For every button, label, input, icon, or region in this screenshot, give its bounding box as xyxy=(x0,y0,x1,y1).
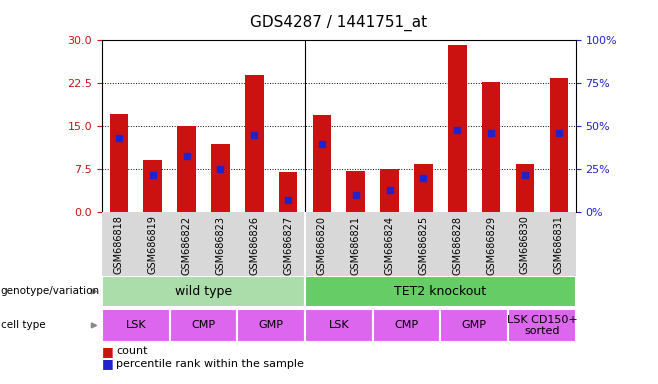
Bar xyxy=(110,114,128,212)
Bar xyxy=(482,82,501,212)
Bar xyxy=(508,309,576,342)
Bar xyxy=(143,160,162,212)
Bar xyxy=(177,126,196,212)
Point xyxy=(384,187,395,193)
Text: GMP: GMP xyxy=(259,320,284,331)
Text: count: count xyxy=(116,346,148,356)
Point xyxy=(147,171,158,177)
Text: GSM686831: GSM686831 xyxy=(554,215,564,275)
Text: ■: ■ xyxy=(102,358,114,371)
Point xyxy=(114,135,124,141)
Bar xyxy=(516,164,534,212)
Bar xyxy=(347,171,365,212)
Text: LSK: LSK xyxy=(328,320,349,331)
Bar xyxy=(313,115,331,212)
Bar xyxy=(102,276,305,307)
Text: cell type: cell type xyxy=(1,320,45,331)
Text: genotype/variation: genotype/variation xyxy=(1,286,100,296)
Point xyxy=(486,130,496,136)
Text: LSK: LSK xyxy=(126,320,146,331)
Text: percentile rank within the sample: percentile rank within the sample xyxy=(116,359,305,369)
Text: wild type: wild type xyxy=(175,285,232,298)
Text: GSM686820: GSM686820 xyxy=(317,215,327,275)
Bar xyxy=(305,309,372,342)
Bar xyxy=(279,172,297,212)
Point xyxy=(520,171,530,177)
Text: GDS4287 / 1441751_at: GDS4287 / 1441751_at xyxy=(250,15,428,31)
Text: ■: ■ xyxy=(102,345,114,358)
Text: CMP: CMP xyxy=(191,320,216,331)
Text: GMP: GMP xyxy=(462,320,487,331)
Text: GSM686827: GSM686827 xyxy=(283,215,293,275)
Bar xyxy=(211,144,230,212)
Point xyxy=(553,130,564,136)
Bar xyxy=(372,309,440,342)
Bar xyxy=(102,309,170,342)
Bar xyxy=(238,309,305,342)
Text: GSM686826: GSM686826 xyxy=(249,215,259,275)
Text: GSM686822: GSM686822 xyxy=(182,215,191,275)
Text: GSM686818: GSM686818 xyxy=(114,215,124,275)
Bar xyxy=(102,212,576,276)
Point xyxy=(351,192,361,198)
Point xyxy=(249,132,259,138)
Text: GSM686829: GSM686829 xyxy=(486,215,496,275)
Text: GSM686830: GSM686830 xyxy=(520,215,530,275)
Point xyxy=(215,166,226,172)
Text: CMP: CMP xyxy=(395,320,418,331)
Text: LSK CD150+
sorted: LSK CD150+ sorted xyxy=(507,314,577,336)
Bar xyxy=(414,164,433,212)
Text: GSM686824: GSM686824 xyxy=(385,215,395,275)
Point xyxy=(283,197,293,204)
Bar xyxy=(305,276,576,307)
Bar xyxy=(549,78,568,212)
Text: GSM686823: GSM686823 xyxy=(215,215,226,275)
Text: GSM686825: GSM686825 xyxy=(418,215,428,275)
Text: TET2 knockout: TET2 knockout xyxy=(394,285,486,298)
Point xyxy=(452,127,463,133)
Bar xyxy=(448,45,467,212)
Point xyxy=(418,175,429,181)
Bar xyxy=(440,309,508,342)
Point xyxy=(182,152,192,159)
Bar xyxy=(245,75,264,212)
Point xyxy=(316,141,327,147)
Text: GSM686828: GSM686828 xyxy=(452,215,463,275)
Bar xyxy=(170,309,238,342)
Bar xyxy=(380,169,399,212)
Text: GSM686819: GSM686819 xyxy=(148,215,158,275)
Text: GSM686821: GSM686821 xyxy=(351,215,361,275)
